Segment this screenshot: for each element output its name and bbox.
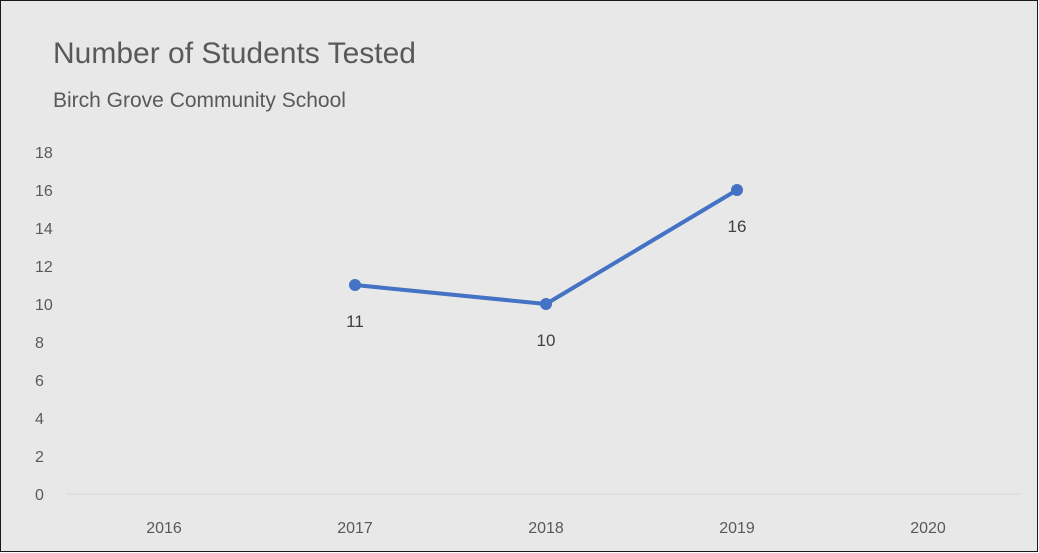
x-tick-label: 2016 — [146, 520, 182, 537]
y-tick-label: 0 — [35, 487, 44, 504]
data-point — [731, 184, 743, 196]
chart-subtitle: Birch Grove Community School — [53, 89, 346, 112]
y-tick-label: 4 — [35, 411, 44, 428]
x-tick-label: 2019 — [719, 520, 755, 537]
y-tick-label: 16 — [35, 183, 53, 200]
x-tick-label: 2017 — [337, 520, 373, 537]
y-tick-label: 10 — [35, 297, 53, 314]
data-point — [540, 298, 552, 310]
data-point — [349, 279, 361, 291]
x-tick-label: 2020 — [910, 520, 946, 537]
y-tick-label: 14 — [35, 221, 53, 238]
data-label: 16 — [728, 217, 747, 236]
y-tick-label: 12 — [35, 259, 53, 276]
series-line — [353, 188, 739, 306]
y-tick-label: 8 — [35, 335, 44, 352]
y-tick-label: 6 — [35, 373, 44, 390]
chart-title: Number of Students Tested — [53, 37, 416, 70]
y-tick-label: 2 — [35, 449, 44, 466]
data-label: 11 — [346, 312, 364, 331]
data-label: 10 — [537, 331, 556, 350]
y-tick-label: 18 — [35, 145, 53, 162]
x-tick-label: 2018 — [528, 520, 564, 537]
